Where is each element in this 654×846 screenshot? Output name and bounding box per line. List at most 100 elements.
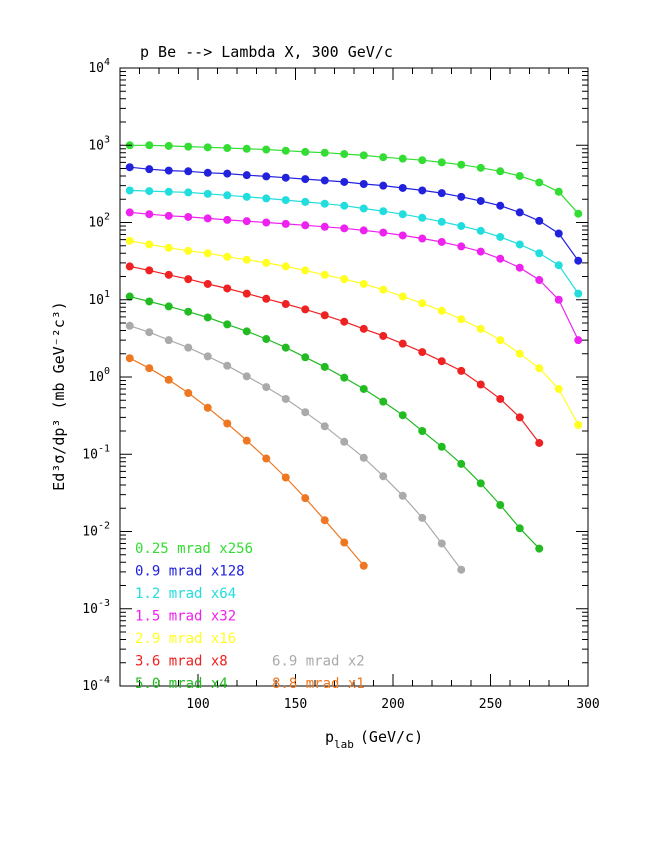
data-point [437, 237, 446, 246]
data-point [457, 565, 466, 574]
data-point [476, 479, 485, 488]
data-point [320, 362, 329, 371]
data-point [418, 348, 427, 357]
series-3 [125, 208, 583, 345]
data-point [125, 163, 134, 172]
data-point [359, 279, 368, 288]
data-point [223, 215, 232, 224]
y-tick-label: 10-2 [82, 521, 110, 540]
data-point [476, 226, 485, 235]
data-point [164, 141, 173, 150]
x-tick-label: 150 [284, 697, 307, 712]
data-point [554, 229, 563, 238]
data-point [418, 234, 427, 243]
x-tick-label: 250 [479, 697, 502, 712]
data-point [281, 300, 290, 309]
data-point [145, 165, 154, 174]
plot-area: 100 150 200 250 300 10-4 10-3 10-2 10-1 100 101 102… [82, 57, 599, 712]
data-point [515, 208, 524, 217]
series-8 [125, 354, 368, 570]
series-curve [129, 325, 462, 571]
data-point [164, 302, 173, 311]
data-point [203, 279, 212, 288]
data-point [574, 420, 583, 429]
data-point [418, 299, 427, 308]
data-point [301, 221, 310, 230]
data-point [574, 209, 583, 218]
y-tick-label: 104 [88, 57, 110, 76]
data-point [535, 276, 544, 285]
data-point [184, 307, 193, 316]
data-point [398, 154, 407, 163]
data-point [281, 196, 290, 205]
data-point [242, 436, 251, 445]
data-point [398, 292, 407, 301]
data-point [262, 218, 271, 227]
series-2 [125, 186, 583, 298]
data-point [340, 224, 349, 233]
data-point [457, 459, 466, 468]
data-point [554, 261, 563, 270]
series-7 [125, 321, 466, 574]
y-tick-label: 10-4 [82, 675, 110, 694]
data-point [515, 524, 524, 533]
data-point [184, 275, 193, 284]
data-point [164, 211, 173, 220]
data-point [359, 561, 368, 570]
data-point [574, 336, 583, 345]
data-point [262, 258, 271, 267]
axis-ticks: 100 150 200 250 300 10-4 10-3 10-2 10-1 100 101 102… [82, 57, 599, 712]
data-point [359, 180, 368, 189]
data-point [301, 494, 310, 503]
x-tick-label: 300 [576, 697, 599, 712]
data-point [301, 353, 310, 362]
data-point [340, 538, 349, 547]
legend-entry: 0.25 mrad x256 [135, 541, 253, 557]
series-curve [129, 189, 579, 294]
data-point [203, 313, 212, 322]
y-tick-label: 10-1 [82, 443, 110, 462]
data-point [515, 171, 524, 180]
data-point [184, 246, 193, 255]
data-point [398, 231, 407, 240]
data-point [359, 204, 368, 213]
legend-entry: 2.9 mrad x16 [135, 631, 236, 647]
data-point [203, 403, 212, 412]
y-tick-label: 100 [88, 366, 110, 385]
data-point [184, 389, 193, 398]
data-point [203, 143, 212, 152]
data-point [145, 328, 154, 337]
data-point [164, 336, 173, 345]
data-point [301, 197, 310, 206]
data-point [262, 454, 271, 463]
data-point [496, 254, 505, 263]
data-point [203, 249, 212, 258]
data-point [125, 236, 134, 245]
data-point [262, 172, 271, 181]
data-point [281, 343, 290, 352]
series-curve [129, 166, 579, 262]
data-point [437, 306, 446, 315]
data-point [398, 183, 407, 192]
data-point [281, 219, 290, 228]
data-point [164, 270, 173, 279]
series-4 [125, 236, 583, 429]
data-point [164, 187, 173, 196]
data-point [476, 380, 485, 389]
data-point [125, 208, 134, 217]
y-axis-label: Ed³σ/dp³ (mb GeV⁻²c³) [50, 301, 68, 491]
chart-title: p Be --> Lambda X, 300 GeV/c [140, 43, 393, 61]
data-point [398, 210, 407, 219]
data-point [574, 289, 583, 298]
data-point [242, 327, 251, 336]
data-point [164, 166, 173, 175]
data-point [476, 196, 485, 205]
legend-entry: 5.0 mrad x4 [135, 676, 228, 692]
data-point [281, 146, 290, 155]
data-point [340, 275, 349, 284]
data-point [496, 394, 505, 403]
legend: 0.25 mrad x256 0.9 mrad x128 1.2 mrad x64 1… [135, 541, 365, 692]
data-point [340, 437, 349, 446]
data-point [242, 289, 251, 298]
